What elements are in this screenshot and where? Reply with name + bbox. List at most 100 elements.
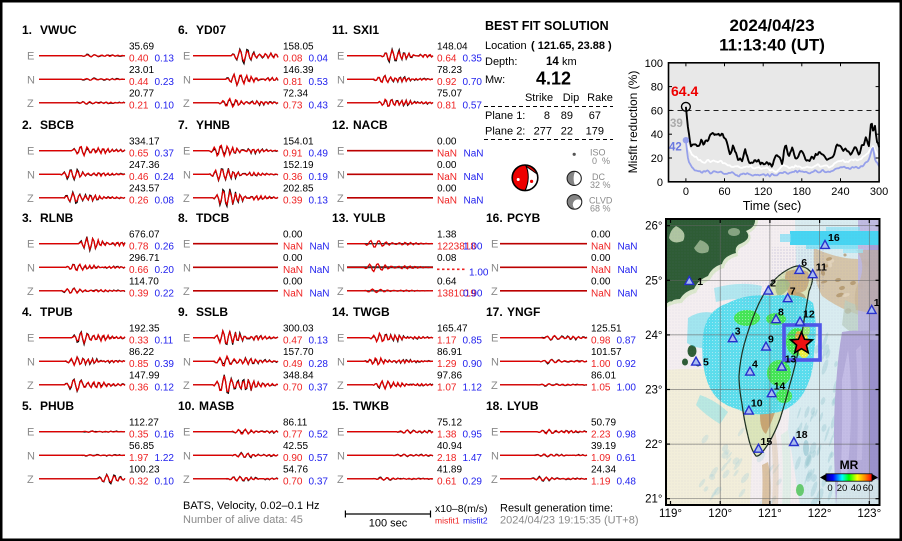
svg-text:4: 4 [752,359,758,371]
svg-text:N: N [27,450,35,462]
svg-text:N: N [337,74,345,86]
svg-text:100 sec: 100 sec [369,518,408,530]
svg-text:9: 9 [768,334,774,346]
svg-text:100: 100 [645,58,663,70]
svg-text:112.27: 112.27 [129,417,159,428]
svg-text:0: 0 [827,483,832,494]
svg-text:39.19: 39.19 [591,441,616,452]
svg-text:14: 14 [774,380,786,392]
svg-text:157.70: 157.70 [283,347,314,358]
svg-text:E: E [27,427,34,439]
svg-text:TDCB: TDCB [196,211,230,225]
svg-text:E: E [491,239,498,251]
svg-text:NaN: NaN [618,265,638,276]
svg-text:0.90: 0.90 [463,289,483,300]
svg-text:86.11: 86.11 [283,417,308,428]
svg-text:8: 8 [544,110,550,122]
svg-text:0.35: 0.35 [463,53,483,64]
svg-text:0.00: 0.00 [591,229,611,240]
svg-text:km: km [562,56,577,68]
svg-text:16: 16 [828,232,840,244]
svg-text:N: N [183,262,191,274]
svg-text:12.: 12. [332,118,349,132]
svg-text:1.19: 1.19 [591,477,611,488]
svg-text:VWUC: VWUC [40,23,77,37]
svg-text:676.07: 676.07 [129,229,160,240]
svg-text:0.92: 0.92 [617,359,637,370]
svg-text:0.70: 0.70 [283,477,303,488]
svg-text:E: E [27,146,34,158]
svg-text:10.: 10. [178,399,195,413]
svg-text:18.: 18. [486,399,503,413]
svg-text:12: 12 [803,309,815,321]
svg-text:0.44: 0.44 [129,77,149,88]
svg-text:0.90: 0.90 [283,453,303,464]
svg-text:0.64: 0.64 [437,53,457,64]
svg-text:Z: Z [183,380,190,392]
svg-text:NACB: NACB [353,118,388,132]
svg-text:18: 18 [796,429,808,441]
svg-text:0: 0 [683,186,689,198]
svg-text:0.95: 0.95 [463,429,483,440]
svg-text:SBCB: SBCB [40,118,74,132]
svg-text:24°: 24° [645,330,662,342]
svg-text:Z: Z [337,380,344,392]
svg-text:Plane 2:: Plane 2: [485,126,525,138]
svg-text:NaN: NaN [618,241,638,252]
svg-text:0.61: 0.61 [437,477,457,488]
svg-text:NaN: NaN [437,172,457,183]
svg-text:NaN: NaN [437,196,457,207]
svg-text:72.34: 72.34 [283,89,308,100]
svg-text:2.23: 2.23 [591,429,611,440]
svg-text:147.99: 147.99 [129,371,160,382]
svg-text:1.00: 1.00 [469,267,489,278]
svg-text:1: 1 [697,276,703,288]
svg-text:180: 180 [793,186,811,198]
svg-text:misfit2: misfit2 [463,516,488,526]
svg-text:0.10: 0.10 [155,101,175,112]
svg-text:334.17: 334.17 [129,136,160,147]
svg-text:Depth:: Depth: [485,56,517,68]
svg-text:YNGF: YNGF [507,305,540,319]
svg-text:6.: 6. [178,23,188,37]
svg-text:BEST FIT SOLUTION: BEST FIT SOLUTION [485,19,609,33]
svg-text:7: 7 [790,285,796,297]
svg-text:4.12: 4.12 [536,69,571,89]
svg-text:0.36: 0.36 [129,383,149,394]
svg-text:NaN: NaN [464,196,484,207]
svg-text:86.22: 86.22 [129,347,154,358]
svg-text:296.71: 296.71 [129,253,160,264]
svg-text:41.89: 41.89 [437,465,462,476]
svg-text:2024/04/23 19:15:35 (UT+8): 2024/04/23 19:15:35 (UT+8) [500,515,639,527]
svg-text:0.40: 0.40 [129,53,149,64]
svg-text:56.85: 56.85 [129,441,154,452]
svg-text:CLVD: CLVD [589,196,613,206]
svg-text:13: 13 [785,354,797,366]
svg-text:1.47: 1.47 [463,453,483,464]
svg-text:NaN: NaN [310,265,330,276]
svg-text:10: 10 [751,398,763,410]
svg-text:0.70: 0.70 [463,77,483,88]
svg-text:348.84: 348.84 [283,371,314,382]
svg-text:0.24: 0.24 [155,172,175,183]
svg-text:0.85: 0.85 [129,359,149,370]
svg-text:9.: 9. [178,305,188,319]
svg-text:0.49: 0.49 [283,359,303,370]
svg-text:E: E [491,427,498,439]
svg-text:Location: Location [485,40,527,52]
svg-text:0.08: 0.08 [155,196,175,207]
svg-text:NaN: NaN [310,241,330,252]
svg-text:0.36: 0.36 [283,172,303,183]
svg-text:11:13:40 (UT): 11:13:40 (UT) [719,36,825,55]
svg-text:0.10: 0.10 [155,477,175,488]
svg-text:0.52: 0.52 [309,429,329,440]
svg-text:1.05: 1.05 [591,383,611,394]
svg-text:40: 40 [651,129,663,141]
svg-text:5.: 5. [22,399,32,413]
svg-text:1.29: 1.29 [437,359,457,370]
svg-text:0.92: 0.92 [437,77,457,88]
svg-text:0.57: 0.57 [463,101,483,112]
svg-text:YULB: YULB [353,211,386,225]
svg-text:0.37: 0.37 [309,477,329,488]
svg-text:1.12: 1.12 [463,383,483,394]
